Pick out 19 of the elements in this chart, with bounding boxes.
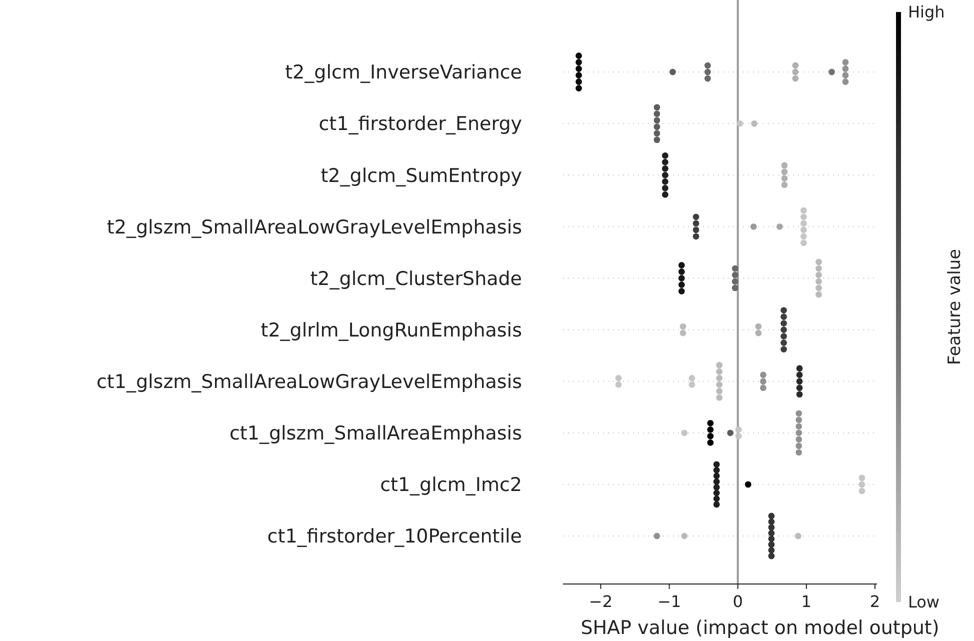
x-tick-label: 1 bbox=[801, 592, 812, 611]
y-tick-label: t2_glcm_SumEntropy bbox=[320, 164, 522, 187]
color-bar-label: High bbox=[908, 2, 945, 22]
x-axis-title: SHAP value (impact on model output) bbox=[580, 617, 940, 639]
color-bar-label: Low bbox=[908, 592, 940, 612]
y-tick-label: ct1_firstorder_10Percentile bbox=[267, 526, 522, 548]
y-tick-label: ct1_glszm_SmallAreaLowGrayLevelEmphasis bbox=[96, 370, 522, 393]
y-tick-label: t2_glrlm_LongRunEmphasis bbox=[260, 319, 522, 342]
x-tick-label: 0 bbox=[732, 592, 743, 611]
y-tick-label: t2_glcm_InverseVariance bbox=[285, 62, 522, 84]
x-tick-label: 2 bbox=[870, 592, 880, 611]
color-bar-title: Feature value bbox=[945, 248, 965, 366]
y-tick-label: ct1_firstorder_Energy bbox=[318, 113, 522, 136]
y-tick-label: t2_glszm_SmallAreaLowGrayLevelEmphasis bbox=[106, 216, 522, 238]
y-tick-label: ct1_glszm_SmallAreaEmphasis bbox=[229, 422, 522, 445]
y-tick-label: ct1_glcm_Imc2 bbox=[380, 474, 522, 496]
x-tick-label: −2 bbox=[588, 592, 613, 611]
x-tick-label: −1 bbox=[657, 592, 682, 611]
y-tick-label: t2_glcm_ClusterShade bbox=[310, 268, 522, 290]
